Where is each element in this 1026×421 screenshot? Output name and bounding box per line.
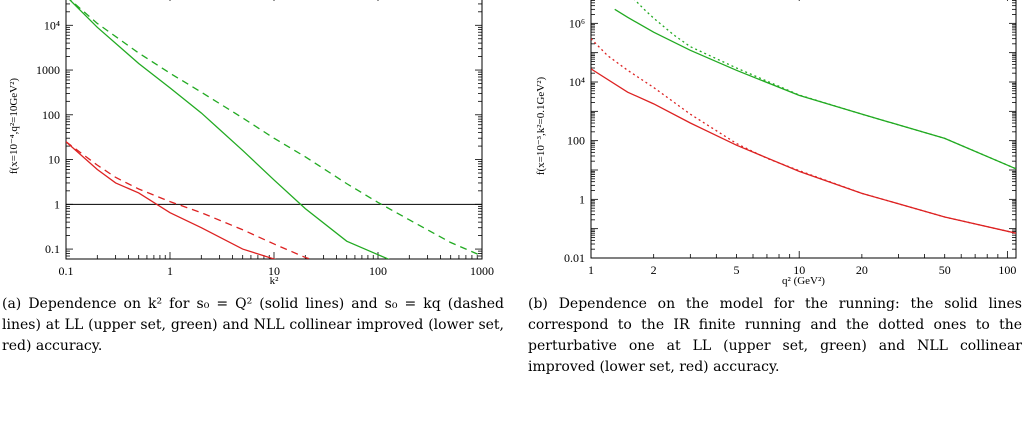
- x-tick-label: 2: [651, 263, 657, 277]
- x-tick-label: 1000: [470, 264, 494, 278]
- y-tick-label: 10: [48, 153, 60, 167]
- chart-a: 0.1 1 10 100 1000 0.1 1 10 100 1000 10⁴ k² f(x=10⁻⁴,…: [8, 0, 494, 287]
- y-tick-label: 100: [567, 134, 585, 148]
- x-tick-label: 1: [588, 263, 594, 277]
- x-tick-label: 50: [939, 263, 951, 277]
- figure-canvas: 0.1 1 10 100 1000 0.1 1 10 100 1000 10⁴ k² f(x=10⁻⁴,…: [8, 0, 1017, 287]
- y-axis-label: f(x=10⁻³,k²=0.1GeV²): [535, 76, 547, 175]
- series-a-0: [69, 0, 390, 259]
- x-tick-label: 0.1: [59, 264, 74, 278]
- x-tick-label: 20: [856, 263, 868, 277]
- x-axis-label: k²: [270, 275, 280, 287]
- x-tick-label: 10: [268, 264, 280, 278]
- series-b-2: [591, 68, 1016, 234]
- x-tick-label: 5: [734, 263, 740, 277]
- y-tick-label: 0.01: [564, 251, 585, 265]
- y-tick-label: 1000: [36, 63, 60, 77]
- x-tick-label: 10: [793, 263, 805, 277]
- x-tick-label: 1: [167, 264, 173, 278]
- x-axis-label: q² (GeV²): [782, 275, 825, 287]
- y-tick-label: 100: [42, 108, 60, 122]
- series-b-0: [614, 8, 1016, 170]
- plot-frame: [590, 0, 1017, 259]
- series-b-3: [591, 38, 1016, 234]
- x-tick-label: 100: [369, 264, 387, 278]
- plot-frame: [65, 0, 483, 260]
- y-tick-label: 0.1: [45, 242, 60, 256]
- y-tick-label: 1: [579, 192, 585, 206]
- series-b-1: [634, 0, 1016, 170]
- y-tick-label: 10⁶: [569, 16, 585, 30]
- y-tick-label: 1: [54, 197, 60, 211]
- caption-b: (b) Dependence on the model for the runn…: [528, 296, 1022, 375]
- caption-a: (a) Dependence on k² for s₀ = Q² (solid …: [2, 296, 504, 354]
- series-a-1: [69, 0, 482, 257]
- y-tick-label: 10⁴: [569, 75, 585, 89]
- series-a-2: [66, 141, 277, 259]
- y-axis-label: f(x=10⁻⁴,q²=10GeV²): [8, 78, 20, 174]
- series-a-3: [66, 141, 312, 259]
- x-tick-label: 100: [998, 263, 1016, 277]
- y-tick-label: 10⁴: [44, 18, 60, 32]
